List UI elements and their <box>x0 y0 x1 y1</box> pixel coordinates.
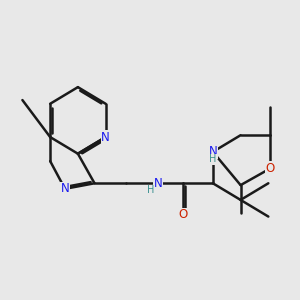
Text: H: H <box>209 154 217 164</box>
Text: O: O <box>266 162 275 175</box>
Text: O: O <box>179 208 188 221</box>
Text: H: H <box>147 185 154 195</box>
Text: N: N <box>61 182 69 195</box>
Text: N: N <box>208 145 217 158</box>
Text: N: N <box>101 130 110 144</box>
Text: N: N <box>154 177 163 190</box>
